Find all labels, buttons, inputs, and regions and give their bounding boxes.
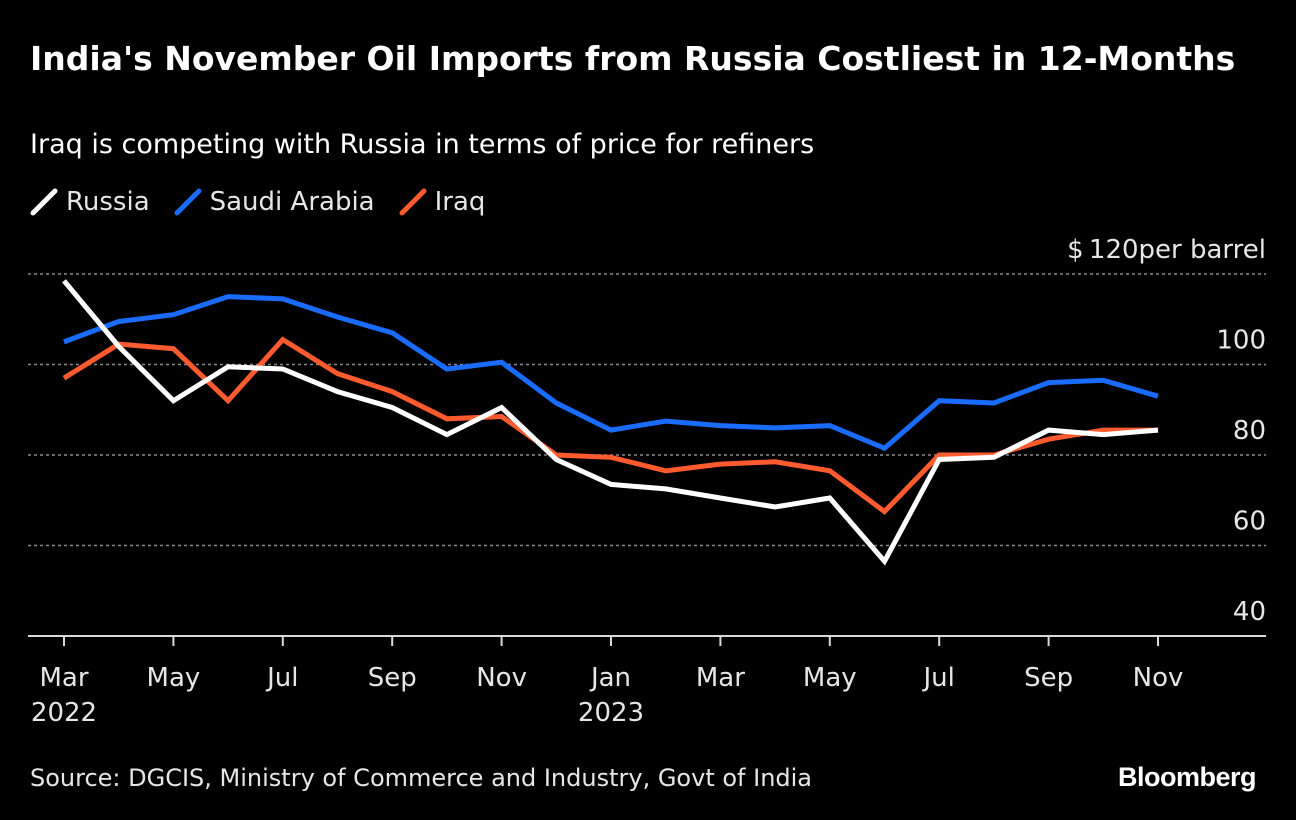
y-tick-label-40: 40 (1233, 597, 1266, 627)
legend-item-iraq: Iraq (399, 187, 486, 217)
source-note: Source: DGCIS, Ministry of Commerce and … (30, 764, 813, 792)
legend-item-russia: Russia (30, 187, 150, 217)
series-line-iraq (62, 336, 1158, 515)
series-line-saudi-arabia (63, 294, 1159, 452)
x-tick-label: Mar (39, 663, 88, 693)
x-tick-label: Sep (1024, 663, 1073, 693)
legend-item-saudi-arabia: Saudi Arabia (174, 187, 375, 217)
legend-swatch-saudi-arabia (174, 188, 202, 216)
x-tick-label: May (803, 663, 857, 693)
y-tick-label-80: 80 (1233, 416, 1266, 446)
y-tick-label-60: 60 (1233, 507, 1266, 537)
series-line-russia (62, 279, 1159, 566)
legend-label-russia: Russia (66, 187, 150, 217)
x-tick-label: Jul (922, 663, 955, 693)
chart-subtitle: Iraq is competing with Russia in terms o… (30, 129, 815, 160)
x-tick-label: Nov (1133, 663, 1184, 693)
legend: Russia Saudi Arabia Iraq (30, 184, 509, 220)
legend-swatch-iraq (399, 188, 427, 216)
x-tick-label: Mar (696, 663, 745, 693)
y-tick-label-100: 100 (1216, 326, 1266, 356)
x-tick-year-label: 2023 (578, 698, 644, 728)
x-tick-label: Jan (589, 663, 631, 693)
x-tick-label: Sep (368, 663, 417, 693)
y-tick-label-120: $ 120per barrel (1067, 235, 1266, 265)
x-tick-label: May (147, 663, 201, 693)
x-tick-label: Nov (476, 663, 527, 693)
legend-label-iraq: Iraq (434, 187, 486, 217)
legend-label-saudi-arabia: Saudi Arabia (209, 187, 375, 217)
x-tick-label: Jul (265, 663, 298, 693)
legend-swatch-russia (30, 188, 58, 216)
chart-title: India's November Oil Imports from Russia… (30, 39, 1236, 78)
bloomberg-logo: Bloomberg (1117, 762, 1257, 792)
x-tick-year-label: 2022 (31, 698, 97, 728)
